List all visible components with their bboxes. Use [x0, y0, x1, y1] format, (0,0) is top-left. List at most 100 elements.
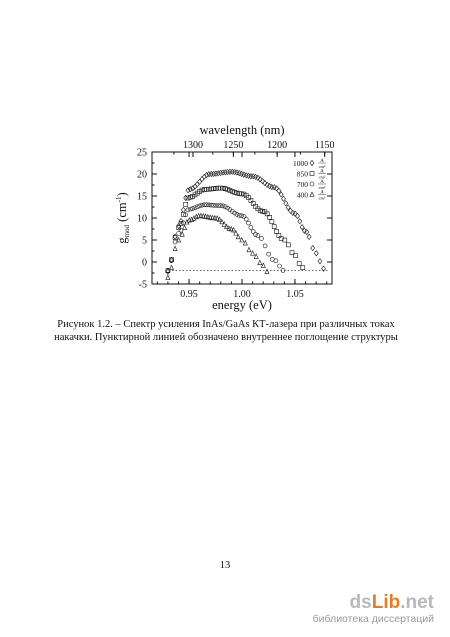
point-triangle [233, 230, 239, 236]
point-circle [255, 233, 261, 238]
point-diamond [183, 194, 189, 201]
point-triangle [182, 224, 188, 230]
point-square [169, 257, 174, 262]
point-circle [309, 181, 315, 187]
point-square [211, 186, 216, 191]
point-square [232, 189, 237, 195]
point-circle [218, 203, 223, 208]
point-circle [185, 207, 191, 213]
point-circle [277, 263, 282, 269]
point-circle [211, 203, 216, 208]
point-triangle [242, 239, 248, 246]
point-square [253, 204, 258, 209]
legend-unit-denominator: cm² [319, 175, 326, 180]
point-diamond [178, 217, 184, 225]
point-diamond [185, 187, 191, 194]
point-diamond [218, 169, 223, 177]
point-square [218, 185, 223, 191]
point-triangle [253, 253, 259, 259]
point-circle [220, 203, 226, 209]
point-diamond [264, 181, 270, 188]
point-square [197, 189, 202, 194]
point-triangle [246, 246, 252, 253]
point-square [206, 186, 212, 192]
point-triangle [203, 213, 209, 219]
point-square [178, 221, 184, 226]
point-triangle [169, 264, 174, 271]
point-triangle [260, 262, 266, 268]
point-circle [197, 203, 202, 209]
point-circle [241, 214, 247, 219]
point-diamond [197, 178, 203, 185]
y-tick-label: 20 [137, 170, 147, 181]
legend-label-700: 700 [297, 180, 309, 189]
point-circle [236, 213, 242, 218]
point-square [250, 201, 256, 206]
point-square [260, 209, 265, 214]
top-tick-label: 1250 [223, 140, 243, 151]
point-circle [259, 236, 264, 241]
point-triangle [207, 214, 213, 220]
point-square [181, 212, 186, 217]
point-square [229, 188, 235, 194]
y-tick-label: 5 [142, 236, 147, 247]
point-square [188, 194, 193, 200]
point-square [271, 224, 277, 229]
point-circle [183, 212, 188, 218]
point-square [246, 195, 251, 200]
point-triangle [219, 218, 225, 225]
point-diamond [260, 178, 265, 185]
point-square [227, 188, 233, 193]
point-diamond [204, 171, 210, 179]
point-diamond [257, 176, 263, 183]
legend-unit-denominator: cm² [319, 164, 326, 169]
point-square [220, 185, 226, 191]
point-circle [213, 203, 219, 208]
point-diamond [297, 218, 303, 225]
point-diamond [274, 185, 279, 192]
point-square [269, 219, 275, 225]
point-diamond [176, 222, 182, 229]
point-circle [190, 206, 195, 211]
plot-axes: 0.95 1.00 1.05 -5 0 5 10 15 20 25 1300 1250 1200 1150 [137, 140, 335, 300]
point-diamond [253, 173, 258, 180]
point-triangle [198, 212, 204, 219]
point-square [213, 186, 219, 191]
watermark-tagline: библиотека диссертаций [312, 613, 434, 625]
x-tick-label: 1.00 [233, 289, 251, 300]
point-square [248, 198, 254, 203]
point-square [225, 187, 230, 192]
point-square [289, 250, 295, 255]
point-diamond [215, 170, 221, 177]
point-circle [225, 205, 230, 211]
top-tick-label: 1150 [315, 140, 335, 151]
watermark: dsLib.net библиотека диссертаций [313, 593, 434, 626]
axis-labels: wavelength (nm) energy (eV) gmod (cm-1) [115, 123, 285, 312]
point-circle [248, 225, 254, 230]
point-triangle [231, 226, 236, 233]
point-square [286, 242, 291, 248]
series-850 [165, 185, 306, 274]
point-triangle [214, 215, 220, 221]
point-circle [262, 243, 268, 249]
legend-unit-numerator: A [320, 159, 324, 164]
point-triangle [250, 250, 256, 256]
point-diamond [225, 168, 230, 176]
point-triangle [172, 245, 178, 251]
point-circle [250, 229, 256, 234]
y-axis-title: gmod (cm-1) [115, 192, 131, 243]
point-square [293, 253, 298, 259]
point-diamond [255, 174, 261, 181]
point-circle [178, 227, 184, 233]
point-diamond [278, 191, 284, 198]
series-700 [165, 202, 286, 273]
logo-part-1: ds [349, 592, 372, 613]
data-points [165, 168, 326, 280]
legend-label-1000: 1000 [293, 159, 308, 168]
legend-unit-numerator: A [320, 180, 324, 185]
caption-line-1: Рисунок 1.2. – Спектр усиления InAs/GaAs… [57, 319, 395, 330]
point-diamond [211, 170, 217, 177]
point-diamond [187, 186, 193, 193]
point-diamond [271, 184, 277, 191]
